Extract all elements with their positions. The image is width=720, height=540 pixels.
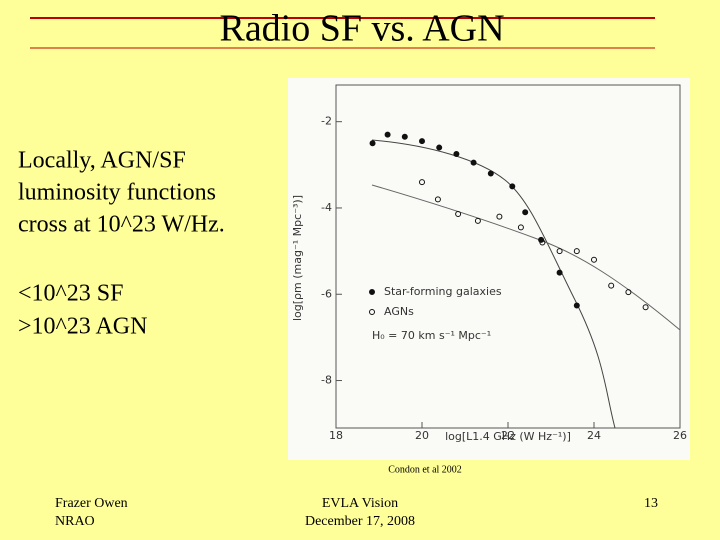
body-text: cross at 10^23 W/Hz.: [18, 212, 225, 238]
data-point: [369, 140, 376, 147]
x-tick-label: 18: [329, 429, 343, 442]
y-tick-label: -6: [321, 287, 332, 300]
data-point: [384, 131, 391, 138]
data-point: [496, 213, 503, 220]
data-point: [419, 179, 425, 186]
y-tick-label: -4: [321, 201, 332, 214]
x-tick-label: 20: [415, 429, 429, 442]
data-point: [436, 144, 443, 151]
footer-date: December 17, 2008: [305, 514, 415, 529]
figure-caption: Condon et al 2002: [388, 464, 462, 475]
data-point: [573, 302, 580, 309]
legend-label: AGNs: [384, 305, 414, 318]
legend-marker: [369, 289, 375, 295]
y-axis-label: log[ρm (mag⁻¹ Mpc⁻³)]: [291, 195, 304, 321]
footer-institution: NRAO: [55, 514, 95, 529]
x-tick-label: 24: [587, 429, 601, 442]
data-point: [539, 239, 546, 246]
data-point: [470, 159, 477, 166]
data-point: [474, 217, 481, 224]
data-point: [434, 196, 441, 203]
legend-label: Star-forming galaxies: [384, 285, 502, 298]
data-point: [556, 269, 563, 276]
data-point: [509, 183, 516, 190]
data-point: [625, 289, 632, 296]
body-text: >10^23 AGN: [18, 314, 147, 340]
x-axis-label: log[L1.4 GHz (W Hz⁻¹)]: [445, 430, 571, 443]
figure-background: [288, 78, 690, 460]
legend-marker: [369, 309, 375, 315]
y-tick-label: -2: [321, 115, 332, 128]
data-point: [455, 211, 462, 218]
footer-event: EVLA Vision: [322, 496, 398, 511]
body-text: luminosity functions: [18, 180, 216, 206]
legend-note: H₀ = 70 km s⁻¹ Mpc⁻¹: [372, 329, 491, 342]
sf-fit-curve: [371, 139, 616, 429]
footer-author: Frazer Owen: [55, 496, 128, 511]
body-text: Locally, AGN/SF: [18, 148, 186, 174]
data-point: [517, 224, 524, 231]
data-point: [573, 248, 580, 255]
data-point: [642, 304, 649, 311]
data-point: [522, 209, 529, 216]
y-tick-label: -8: [321, 374, 332, 387]
page-number: 13: [644, 496, 658, 511]
x-tick-label: 22: [501, 429, 515, 442]
body-text: <10^23 SF: [18, 281, 124, 307]
x-tick-label: 26: [673, 429, 687, 442]
data-point: [591, 256, 597, 263]
data-point: [487, 170, 494, 177]
data-point: [453, 151, 460, 158]
data-point: [556, 248, 563, 255]
data-point: [401, 133, 408, 140]
data-point: [419, 138, 425, 145]
slide-title: Radio SF vs. AGN: [219, 8, 504, 50]
data-point: [608, 282, 615, 289]
